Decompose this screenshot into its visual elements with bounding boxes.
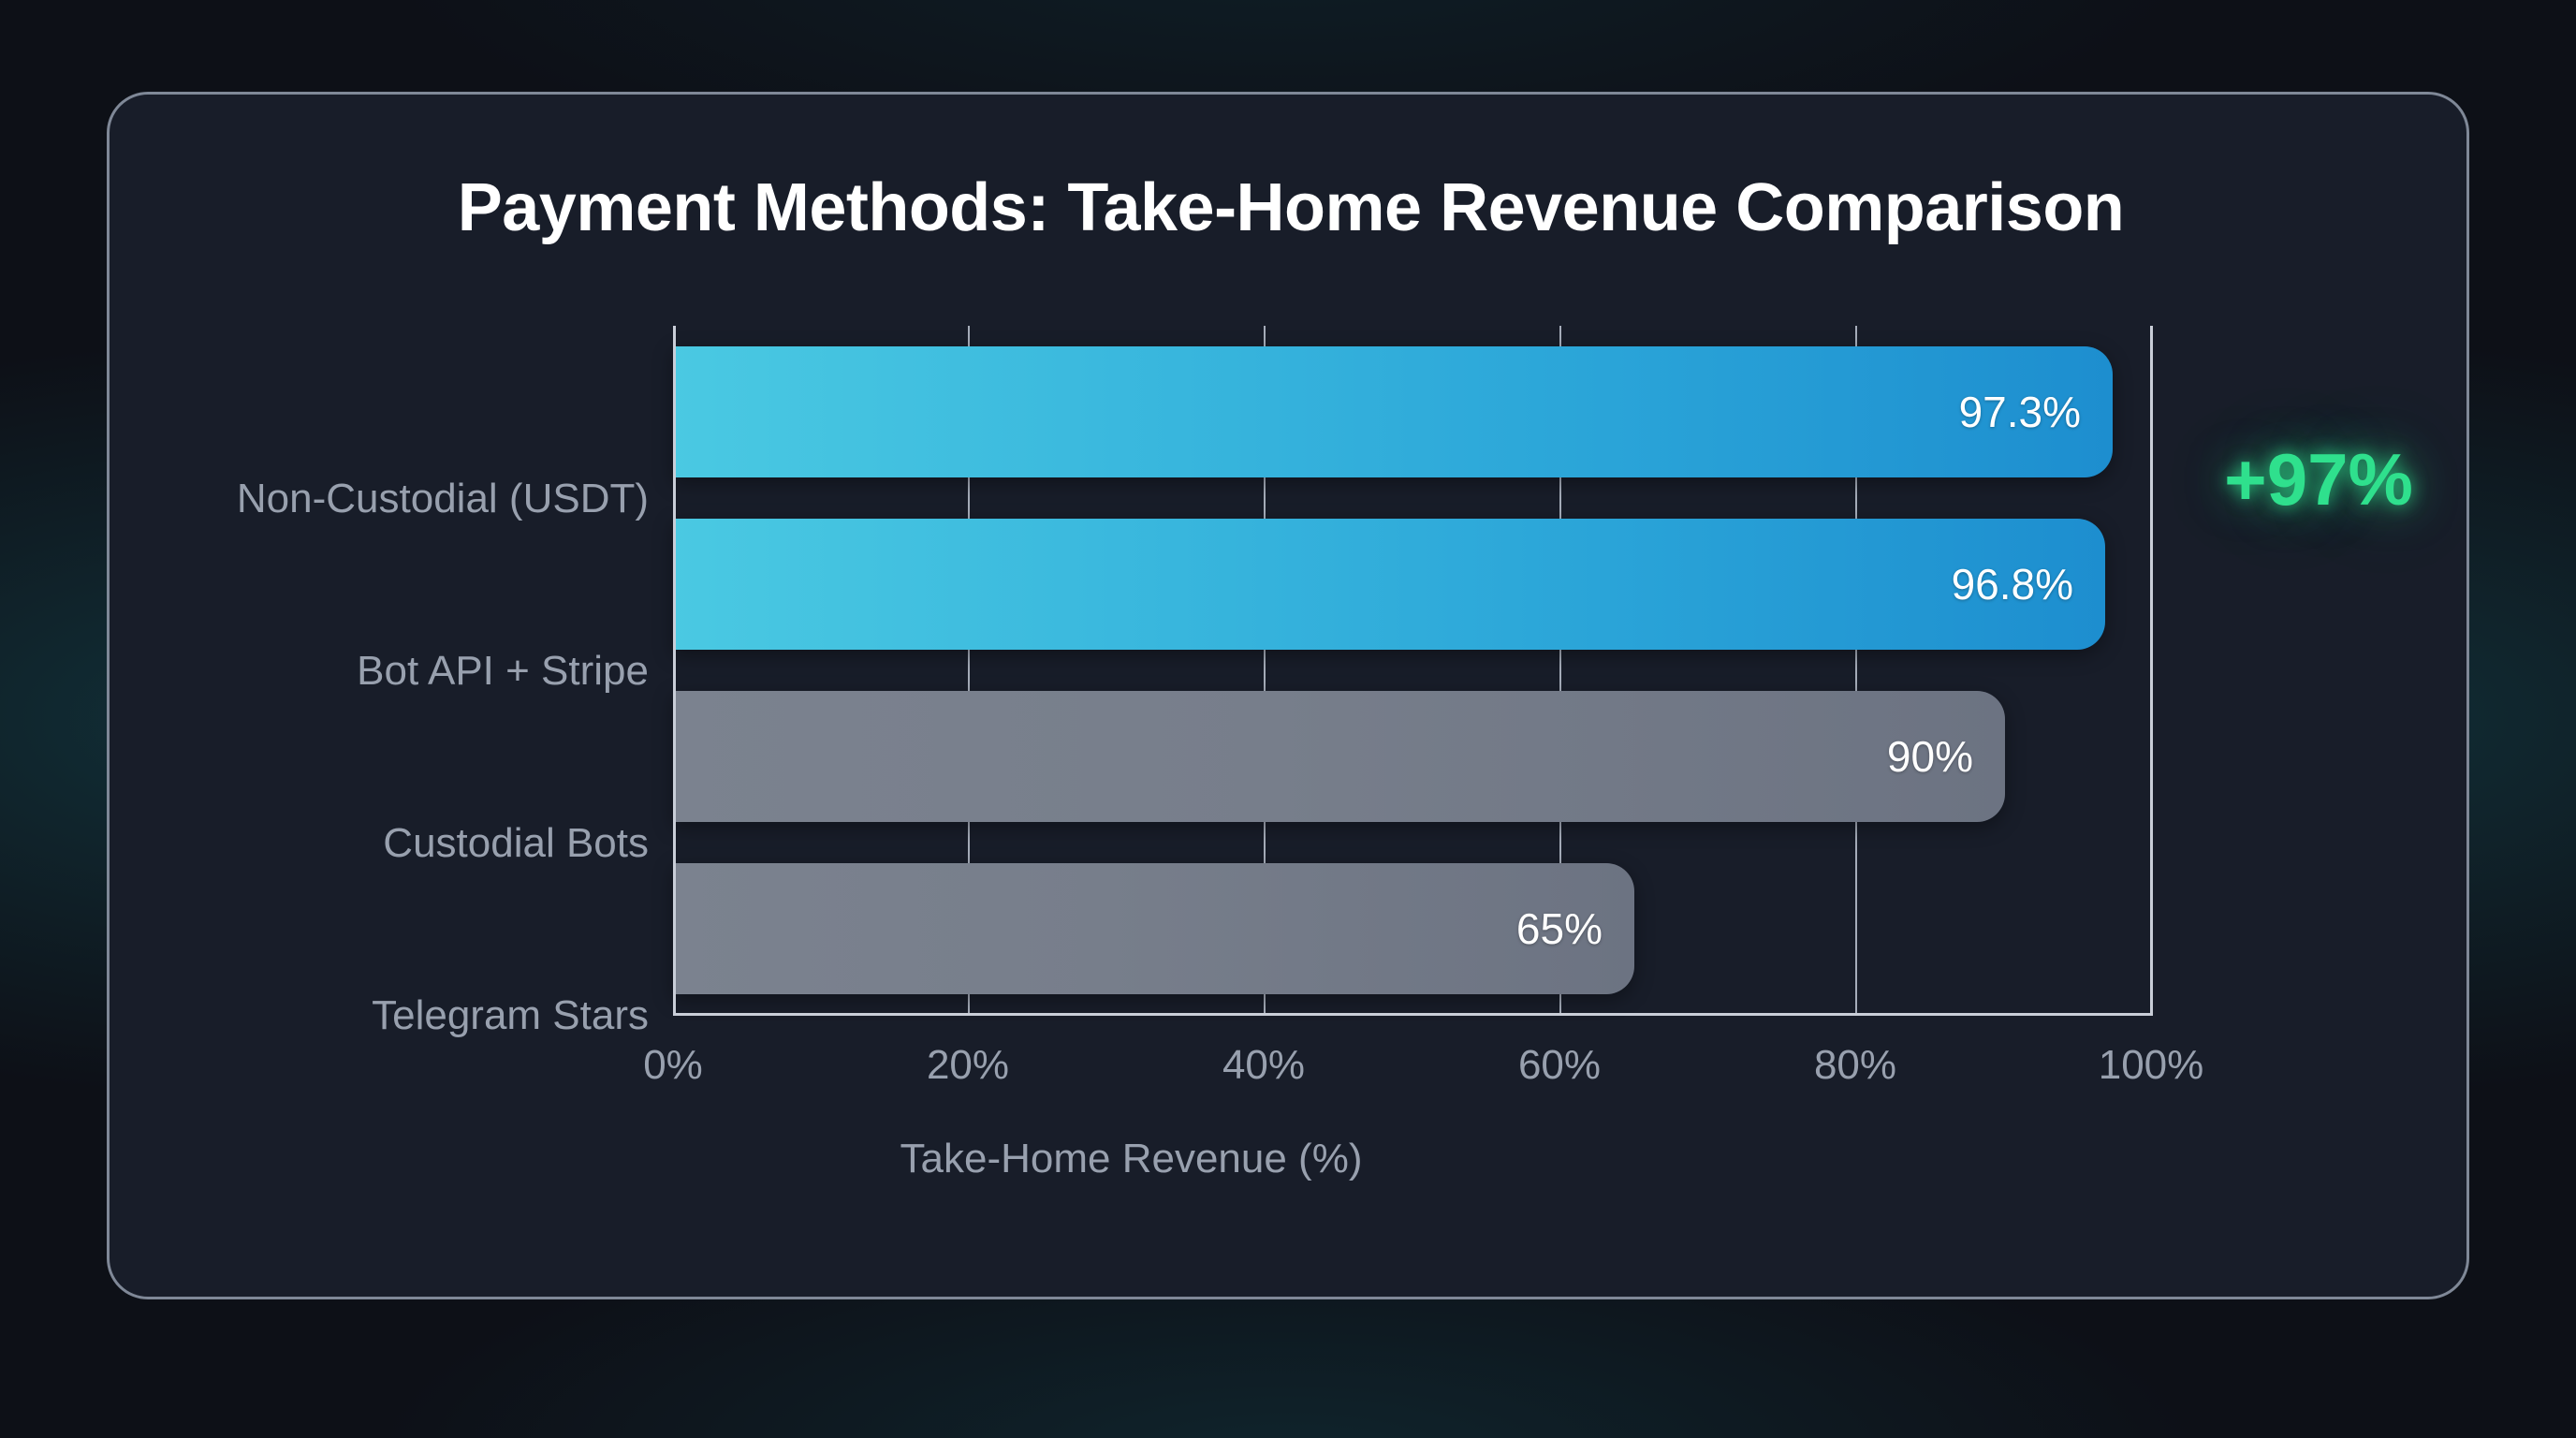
bar-row-telegram-stars: 65% xyxy=(673,843,2153,1015)
y-tick-label-telegram-stars: Telegram Stars xyxy=(372,992,649,1038)
gridline-20 xyxy=(968,326,970,1013)
x-tick-label-80: 80% xyxy=(1813,1042,1897,1088)
y-tick-label-bot-api-stripe: Bot API + Stripe xyxy=(357,648,649,694)
x-axis-label: Take-Home Revenue (%) xyxy=(900,1136,1363,1181)
bar-value-bot-api-stripe: 96.8% xyxy=(1951,560,2073,609)
bar-row-non-custodial-usdt: 97.3% xyxy=(673,326,2153,498)
plot-area: 97.3% 96.8% 90% 65% xyxy=(673,326,2153,1016)
gridline-60 xyxy=(1559,326,1561,1013)
x-tick-label-60: 60% xyxy=(1517,1042,1602,1088)
y-tick-label-non-custodial-usdt: Non-Custodial (USDT) xyxy=(236,476,649,521)
bar-row-bot-api-stripe: 96.8% xyxy=(673,498,2153,670)
bar-telegram-stars[interactable]: 65% xyxy=(673,863,1634,994)
chart-card: Payment Methods: Take-Home Revenue Compa… xyxy=(107,92,2469,1299)
x-tick-label-0: 0% xyxy=(643,1042,703,1088)
x-tick-label-20: 20% xyxy=(926,1042,1010,1088)
gridline-40 xyxy=(1264,326,1266,1013)
y-axis-line xyxy=(673,326,676,1016)
bar-non-custodial-usdt[interactable]: 97.3% xyxy=(673,346,2113,477)
x-tick-label-100: 100% xyxy=(2098,1042,2204,1088)
bar-value-telegram-stars: 65% xyxy=(1515,904,1603,953)
bar-bot-api-stripe[interactable]: 96.8% xyxy=(673,519,2105,650)
x-tick-label-40: 40% xyxy=(1222,1042,1306,1088)
y-axis-tick-labels: Non-Custodial (USDT) Bot API + Stripe Cu… xyxy=(110,95,673,1297)
bar-custodial-bots[interactable]: 90% xyxy=(673,691,2005,822)
gridline-80 xyxy=(1855,326,1857,1013)
x-axis-line xyxy=(673,1013,2153,1016)
y-tick-label-custodial-bots: Custodial Bots xyxy=(383,820,649,866)
bar-row-custodial-bots: 90% xyxy=(673,670,2153,843)
highlight-callout: +97% xyxy=(2224,438,2413,521)
plot-right-border xyxy=(2150,326,2153,1016)
chart-title: Payment Methods: Take-Home Revenue Compa… xyxy=(457,170,2125,245)
bar-value-custodial-bots: 90% xyxy=(1886,732,1973,781)
bar-value-non-custodial-usdt: 97.3% xyxy=(1958,388,2081,436)
